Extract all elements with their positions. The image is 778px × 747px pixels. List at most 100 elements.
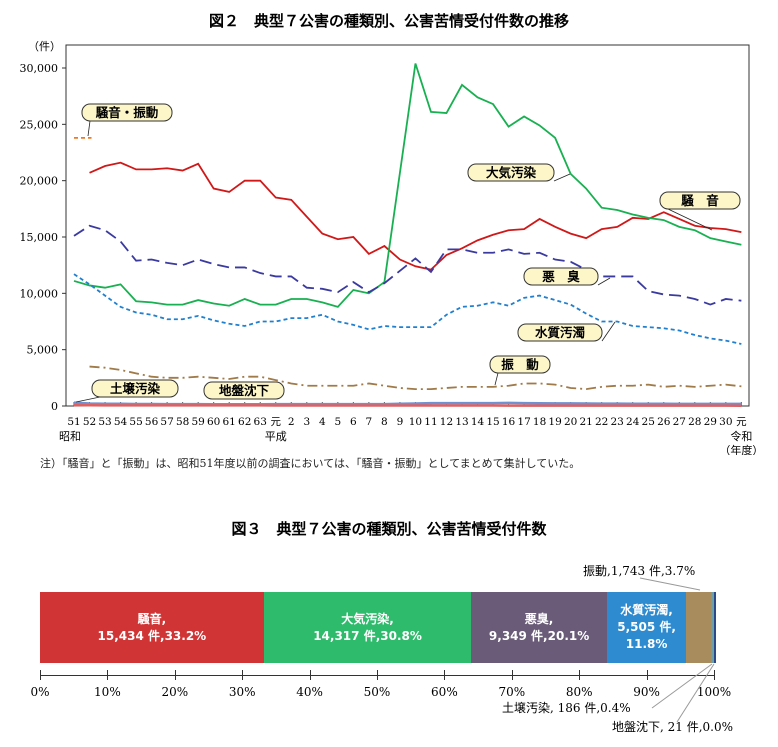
segment-text-line: 11.8% [625,637,668,651]
x-tick-label: 24 [626,416,640,428]
y-tick-label: 15,000 [20,231,59,244]
series-label: 振 動 [501,357,539,372]
bar-segment [714,592,716,663]
x-tick-label: 21 [579,416,592,428]
x-tick-label: 80% [565,685,593,699]
segment-label: 騒音, 15,434 件,33.2% [40,592,264,663]
x-tick [511,670,513,680]
x-tick-label: 28 [688,416,701,428]
segment-text-line: 5,505 件, [617,620,676,634]
x-tick-label: 70% [498,685,526,699]
era-label-reiwa: 令和 [730,429,752,443]
callout-box [517,323,603,342]
segment-text-line: 15,434 件,33.2% [97,628,207,643]
y-tick-label: 20,000 [20,175,59,188]
x-tick [444,670,446,680]
x-tick-label: 26 [657,416,671,428]
x-tick-label: 53 [98,416,111,428]
series-line-5 [89,365,742,391]
callout-box [467,163,555,182]
y-tick-label: 5,000 [27,344,59,357]
segment-text: 騒音, 15,434 件,33.2% [98,611,207,645]
x-tick [646,670,648,680]
line-chart: 0 5,000 10,000 15,000 20,000 25,000 30,000 （件） 5… [20,40,764,455]
x-tick-label: 8 [381,416,388,428]
segment-text: 水質汚濁, 5,505 件, 11.8% [617,602,676,653]
x-tick-label: 57 [160,416,173,428]
x-tick [579,670,581,680]
x-tick-label: 25 [642,416,655,428]
x-tick-label: 62 [238,416,251,428]
x-axis-unit: （年度） [719,443,763,455]
label-vibration: 振動,1,743 件,3.7% [583,564,696,578]
callout-box [91,379,179,398]
plot-frame [65,44,750,407]
x-tick-label: 4 [319,416,326,428]
series-label: 大気汚染 [486,165,537,180]
bar-segment [40,592,264,663]
figure3-title: 図３ 典型７公害の種類別、公害苦情受付件数 [231,520,547,538]
segment-text: 大気汚染, 14,317 件,30.8% [313,611,422,645]
x-tick-label: 61 [223,416,236,428]
x-tick-label: 40% [296,685,323,699]
series-label: 騒音・振動 [95,105,159,120]
x-tick-label: 29 [704,416,717,428]
segment-label: 悪臭, 9,349 件,20.1% [471,592,606,663]
callout-leader [553,173,571,182]
x-tick-label: 0% [30,685,50,699]
segment-text-line: 9,349 件,20.1% [488,628,590,643]
series-line-2 [73,63,742,308]
series-line-3 [73,224,742,306]
x-tick-label: 5 [334,416,341,428]
x-tick-label: 13 [455,416,468,428]
segment-text-line: 大気汚染, [341,611,394,626]
x-tick-label: 20% [161,685,189,699]
series-label: 土壌汚染 [110,381,161,396]
y-tick-label: 0 [51,400,58,413]
series-label: 騒 音 [680,193,719,208]
label-land-subsidence: 地盤沈下, 21 件,0.0% [612,720,734,734]
bar-segment [686,592,712,663]
bar-chart: 騒音, 15,434 件,33.2% 大気汚染, 14,317 件,30.8% 悪臭, 9… [0,550,778,747]
x-tick-label: 10 [409,416,422,428]
x-tick-label: 22 [595,416,608,428]
x-tick-label: 30% [228,685,256,699]
x-tick-label: 51 [67,416,80,428]
x-tick-label: 50% [363,685,391,699]
x-tick-label: 55 [129,416,142,428]
x-tick-label: 60 [207,416,220,428]
bar-segment [263,592,472,663]
x-tick-label: 90% [633,685,660,699]
bar-segment [471,592,607,663]
callout-leader [667,208,713,231]
y-tick-label: 30,000 [20,62,59,75]
y-axis-unit: （件） [28,40,61,53]
x-tick-label: 54 [114,416,128,428]
x-tick-label: 59 [191,416,204,428]
x-tick-label: 12 [440,416,453,428]
segment-text-line: 悪臭, [524,611,554,626]
x-tick-label: 14 [471,416,485,428]
x-tick-label: 100% [696,685,732,699]
x-tick-label: 58 [176,416,189,428]
x-tick [309,670,311,680]
label-soil-contamination: 土壌汚染, 186 件,0.4% [502,701,631,715]
y-tick-label: 25,000 [20,118,59,131]
x-tick-label: 52 [83,416,96,428]
x-tick [40,670,41,680]
x-tick [377,670,378,680]
series-line-4 [73,273,742,345]
x-tick-label: 30 [719,416,732,428]
callout-box [489,355,551,374]
x-tick-label: 16 [502,416,516,428]
x-tick [242,670,244,680]
bar-segment [711,592,714,663]
callout-leader [75,396,101,403]
callout-leader [601,321,616,342]
x-tick-label: 56 [145,416,159,428]
x-tick-label: 2 [288,416,295,428]
callout-box [523,267,599,286]
x-tick-label: 9 [397,416,404,428]
x-tick-label: 18 [533,416,546,428]
